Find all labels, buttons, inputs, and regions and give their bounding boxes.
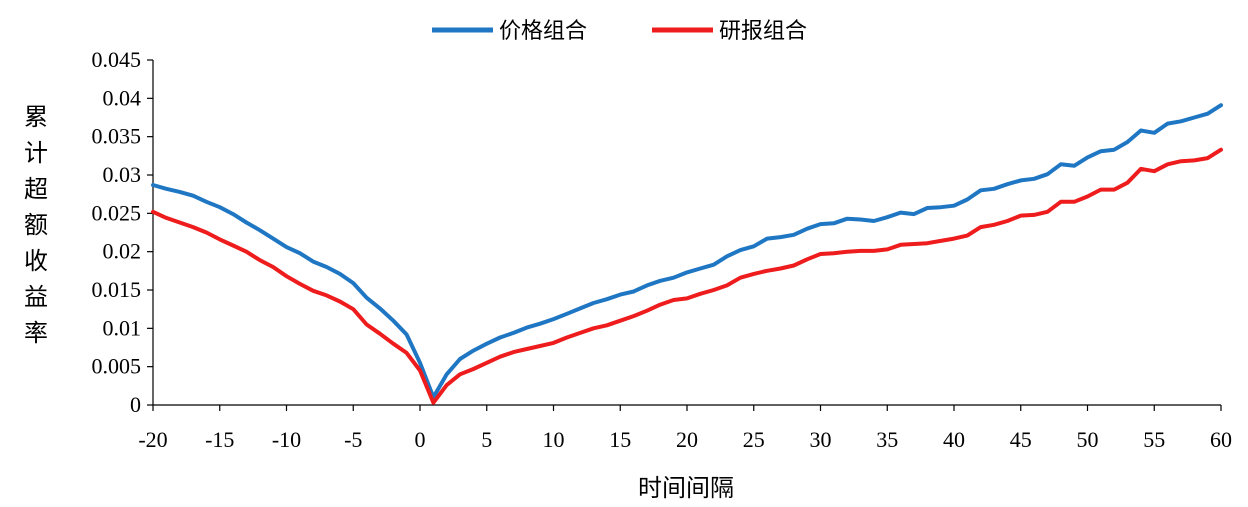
x-tick-label: 20: [676, 427, 698, 452]
y-tick-label: 0.03: [103, 162, 142, 187]
x-tick-labels: -20 -15 -10 -5 0 5 10 15 20 25 30 35 40 45 50 55 60: [138, 427, 1232, 452]
x-tick-label: 0: [415, 427, 426, 452]
y-tick-label: 0: [130, 392, 141, 417]
x-tick-label: 55: [1143, 427, 1165, 452]
legend-label-price: 价格组合: [499, 19, 587, 44]
y-axis-title-text: 累计超额收益率: [24, 103, 48, 347]
y-tick-label: 0.01: [103, 315, 142, 340]
x-tick-label: 45: [1010, 427, 1032, 452]
x-tick-label: 5: [481, 427, 492, 452]
axes: [147, 59, 1222, 411]
x-tick-label: -15: [205, 427, 234, 452]
y-tick-label: 0.045: [92, 47, 142, 72]
x-tick-label: 25: [743, 427, 765, 452]
x-tick-label: 40: [943, 427, 965, 452]
y-tick-label: 0.035: [92, 124, 142, 149]
x-tick-label: 50: [1077, 427, 1099, 452]
x-tick-label: -5: [344, 427, 362, 452]
y-tick-label: 0.04: [103, 85, 142, 110]
legend: 价格组合 研报组合: [432, 19, 807, 44]
y-tick-labels: 0 0.005 0.01 0.015 0.02 0.025 0.03 0.035 0.04 0.0…: [92, 47, 142, 417]
x-tick-label: 15: [609, 427, 631, 452]
x-tick-label: -20: [138, 427, 167, 452]
series-line-research: [151, 147, 1223, 405]
x-tick-label: 35: [876, 427, 898, 452]
legend-label-research: 研报组合: [719, 19, 807, 44]
y-tick-label: 0.025: [92, 200, 142, 225]
y-tick-label: 0.005: [92, 354, 142, 379]
series-line-price: [151, 103, 1223, 400]
y-axis-title: 累计超额收益率: [24, 103, 48, 347]
x-tick-label: 30: [810, 427, 832, 452]
x-tick-label: 60: [1210, 427, 1232, 452]
y-tick-label: 0.02: [103, 239, 142, 264]
x-axis-title: 时间间隔: [638, 474, 734, 502]
y-tick-label: 0.015: [92, 277, 142, 302]
x-tick-label: 10: [543, 427, 565, 452]
series-lines: [151, 103, 1223, 405]
x-tick-label: -10: [272, 427, 301, 452]
